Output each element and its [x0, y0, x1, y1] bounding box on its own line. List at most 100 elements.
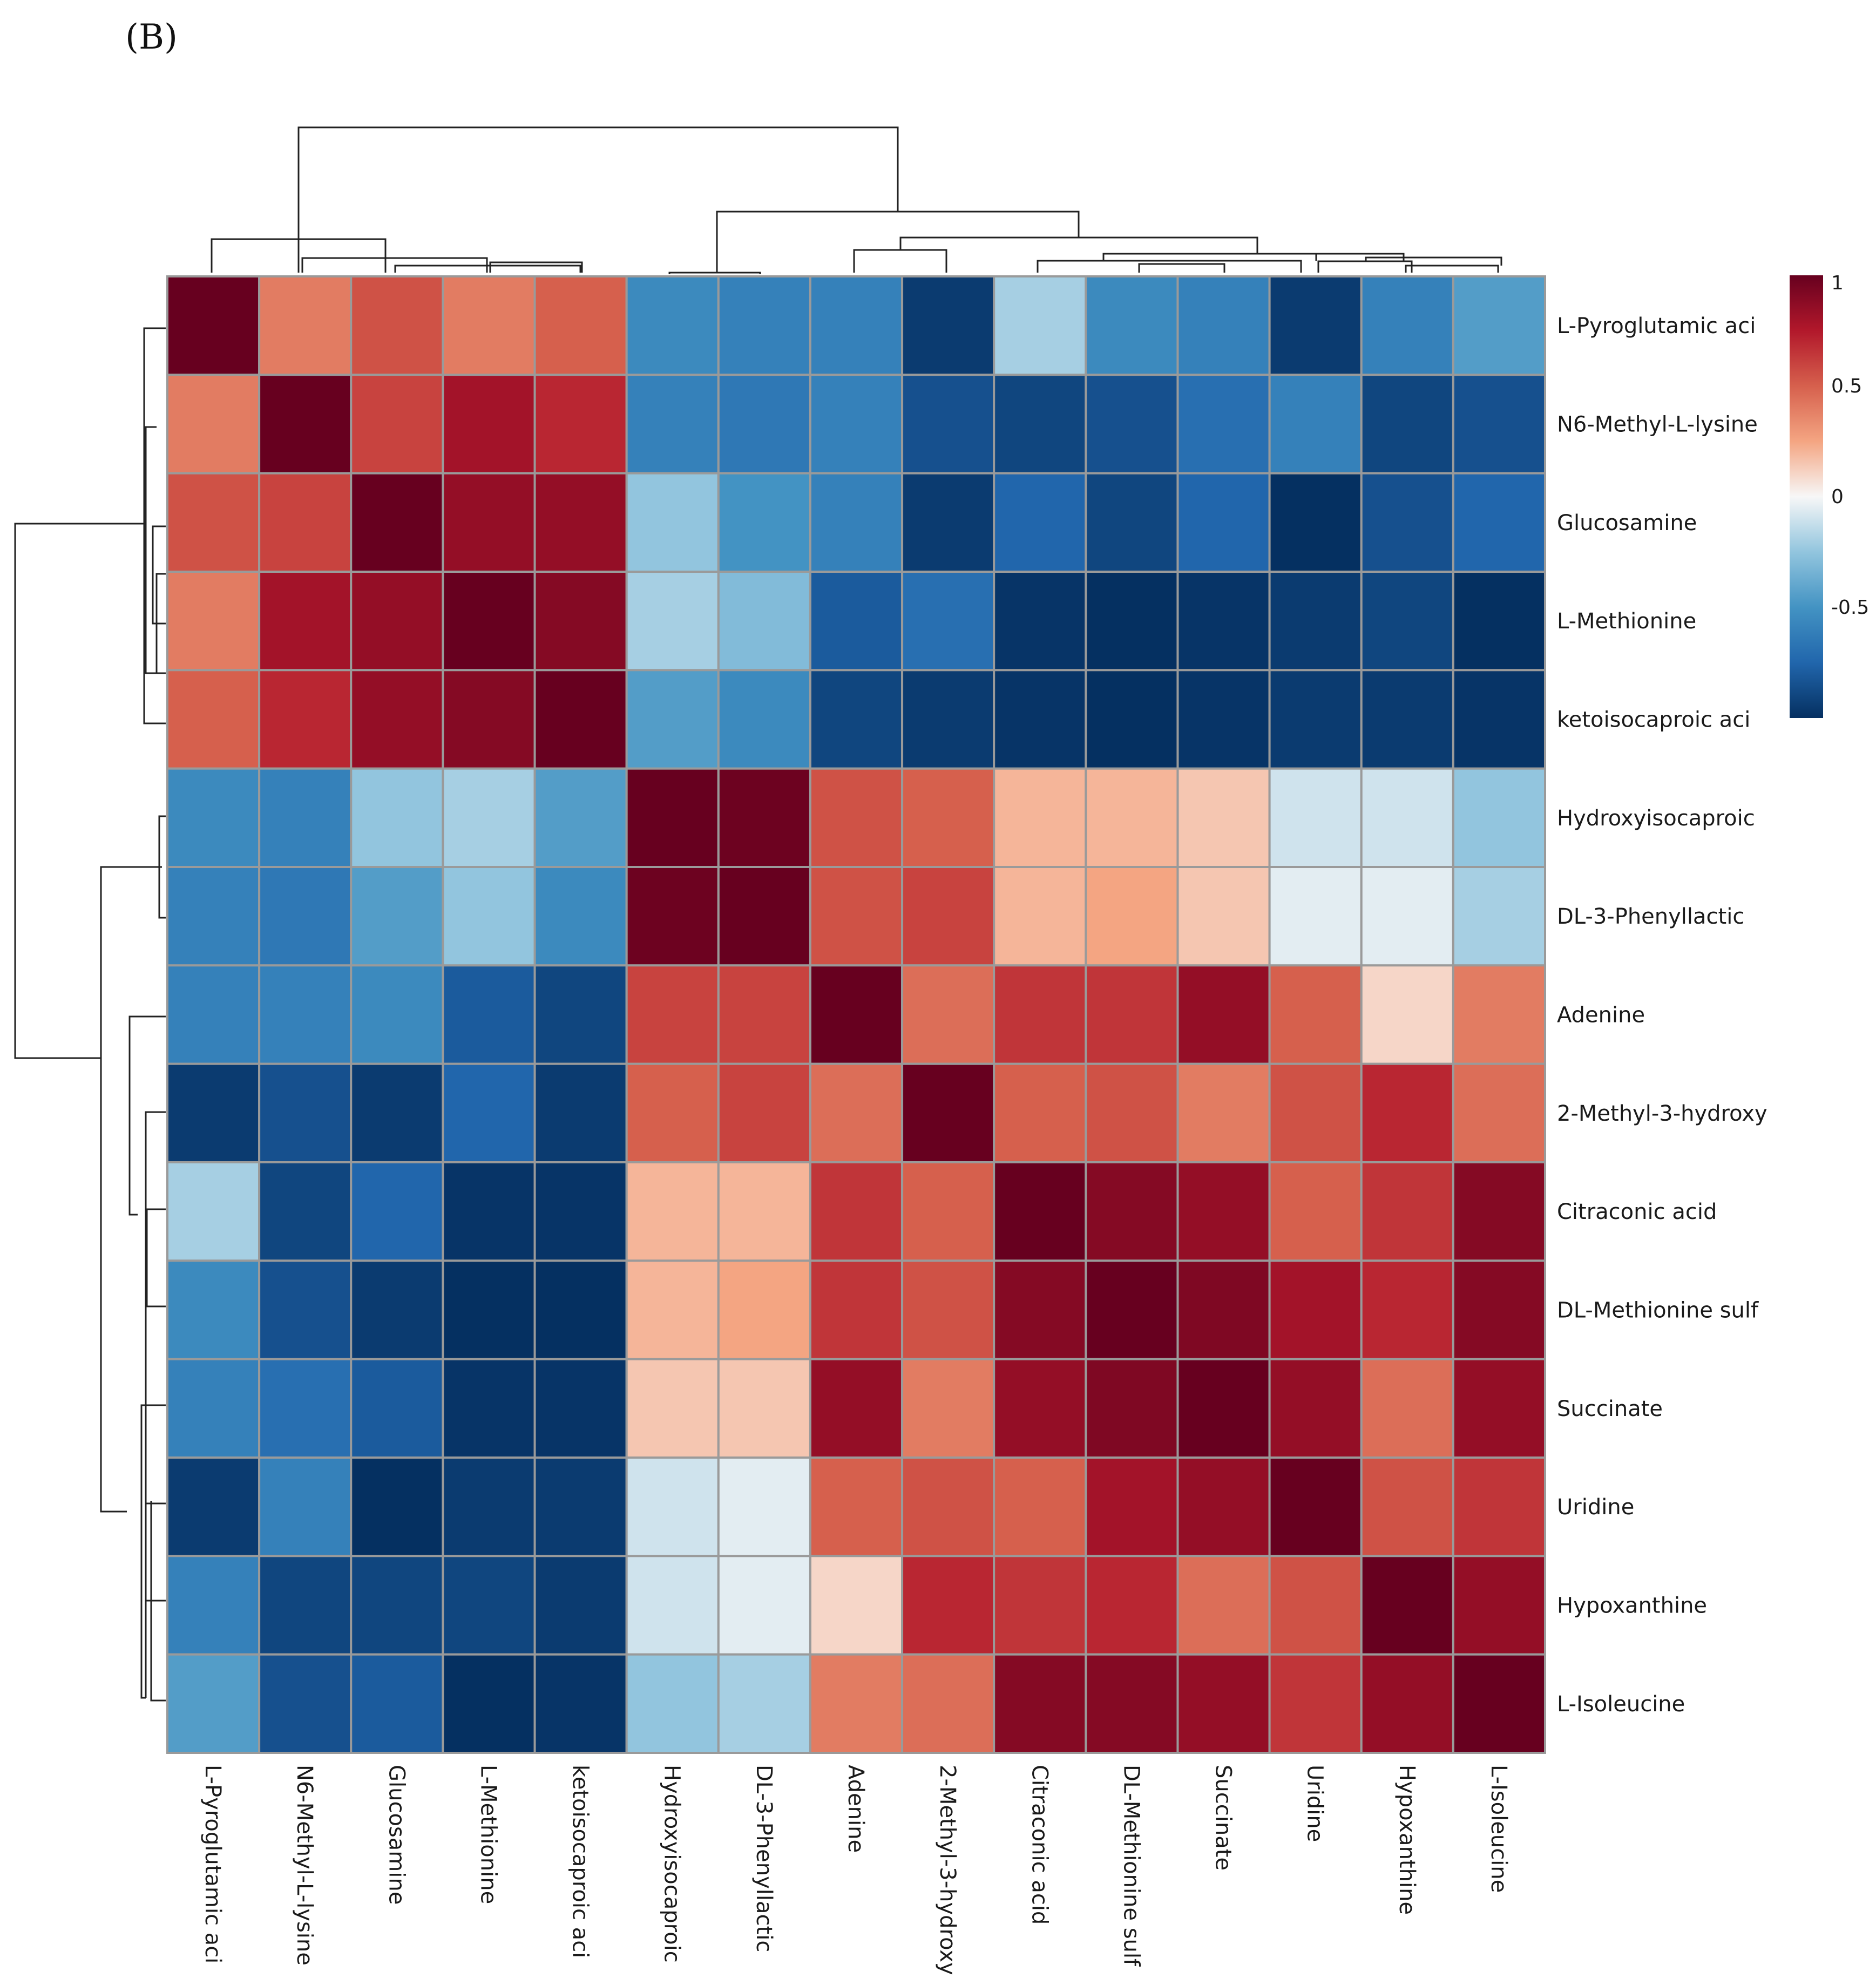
heatmap-cell — [625, 1259, 720, 1360]
heatmap-cell — [350, 374, 444, 475]
heatmap-cell — [166, 669, 261, 770]
heatmap-cell — [717, 571, 811, 672]
heatmap-cell — [901, 1456, 995, 1557]
legend-ticks: 1 0.5 0 -0.5 — [1831, 272, 1869, 619]
heatmap-cell — [993, 374, 1087, 475]
heatmap-cell — [1085, 1062, 1179, 1164]
heatmap-cell — [625, 767, 720, 869]
row-label: 2-Methyl-3-hydroxy — [1557, 1101, 1767, 1126]
heatmap-cell — [993, 1456, 1087, 1557]
heatmap-cell — [533, 571, 628, 672]
heatmap-cell — [258, 1456, 353, 1557]
heatmap-cell — [717, 767, 811, 869]
row-label: DL-3-Phenyllactic — [1557, 904, 1744, 929]
heatmap-cell — [809, 374, 904, 475]
heatmap-cell — [350, 1259, 444, 1360]
heatmap-cell — [1360, 472, 1454, 573]
column-dendrogram — [211, 126, 1502, 274]
heatmap-cell — [1268, 767, 1363, 869]
heatmap-cell — [166, 1161, 261, 1262]
heatmap-cell — [1360, 866, 1454, 967]
heatmap-cell — [809, 571, 904, 672]
heatmap-cell — [993, 1358, 1087, 1459]
heatmap-cell — [809, 767, 904, 869]
heatmap-cell — [1360, 964, 1454, 1065]
legend-tick-label: 0 — [1831, 486, 1844, 508]
heatmap-cell — [1085, 1555, 1179, 1656]
heatmap-cell — [1176, 1358, 1271, 1459]
heatmap-cell — [1360, 1062, 1454, 1164]
heatmap-cell — [625, 1062, 720, 1164]
heatmap-cell — [717, 866, 811, 967]
heatmap-cell — [1176, 275, 1271, 376]
heatmap-cell — [1176, 767, 1271, 869]
heatmap-cell — [809, 1062, 904, 1164]
row-label: Adenine — [1557, 1003, 1645, 1028]
heatmap-cell — [1360, 374, 1454, 475]
row-label: Hydroxyisocaproic — [1557, 806, 1755, 831]
heatmap-cell — [625, 866, 720, 967]
heatmap-cell — [1176, 1062, 1271, 1164]
heatmap-cell — [809, 1161, 904, 1262]
heatmap-cell — [1085, 1653, 1179, 1754]
heatmap-cell — [717, 1555, 811, 1656]
heatmap-cell — [717, 275, 811, 376]
legend-tick-label: -0.5 — [1831, 597, 1869, 619]
column-label: DL-3-Phenyllactic — [751, 1765, 776, 1952]
heatmap-cell — [993, 964, 1087, 1065]
heatmap-cell — [350, 1358, 444, 1459]
heatmap-cell — [1360, 1456, 1454, 1557]
heatmap-cell — [350, 1062, 444, 1164]
heatmap-cell — [1268, 964, 1363, 1065]
heatmap-cell — [166, 1062, 261, 1164]
heatmap-cell — [1176, 472, 1271, 573]
heatmap-cell — [350, 669, 444, 770]
heatmap-cell — [258, 472, 353, 573]
row-dendrogram-branches — [14, 327, 166, 1702]
heatmap-cell — [1268, 472, 1363, 573]
heatmap-cell — [901, 472, 995, 573]
heatmap-cell — [901, 767, 995, 869]
heatmap-cell — [258, 1653, 353, 1754]
heatmap-cell — [1452, 767, 1547, 869]
row-label: Succinate — [1557, 1397, 1663, 1421]
heatmap-cell — [1268, 1062, 1363, 1164]
heatmap-cell — [1176, 374, 1271, 475]
heatmap-cell — [1268, 1259, 1363, 1360]
heatmap-cell — [1268, 275, 1363, 376]
heatmap-cell — [809, 1555, 904, 1656]
heatmap-cell — [1452, 1062, 1547, 1164]
heatmap-cell — [1085, 1259, 1179, 1360]
column-label: ketoisocaproic aci — [568, 1765, 593, 1958]
column-label: L-Methionine — [476, 1765, 501, 1904]
heatmap-cell — [1360, 275, 1454, 376]
heatmap-cell — [442, 669, 536, 770]
heatmap-cell — [258, 275, 353, 376]
heatmap-cell — [258, 1161, 353, 1262]
heatmap-cell — [350, 1456, 444, 1557]
heatmap-cell — [258, 1062, 353, 1164]
heatmap-cell — [901, 1259, 995, 1360]
column-labels: L-Pyroglutamic aci N6-Methyl-L-lysine Gluc… — [200, 1765, 1511, 1975]
heatmap-cell — [1085, 767, 1179, 869]
heatmap-cell — [1268, 669, 1363, 770]
heatmap-cell — [533, 275, 628, 376]
heatmap-cell — [625, 374, 720, 475]
heatmap-cell — [1176, 1555, 1271, 1656]
heatmap-cell — [901, 1653, 995, 1754]
heatmap-cell — [717, 1062, 811, 1164]
column-dendrogram-branches — [211, 126, 1502, 274]
heatmap-cell — [1085, 1358, 1179, 1459]
heatmap-cell — [1360, 669, 1454, 770]
heatmap-cell — [1085, 275, 1179, 376]
heatmap-cell — [1360, 571, 1454, 672]
heatmap-cell — [1085, 669, 1179, 770]
heatmap-cell — [993, 472, 1087, 573]
heatmap-cell — [166, 275, 261, 376]
heatmap-cell — [442, 1259, 536, 1360]
heatmap-cell — [442, 571, 536, 672]
heatmap-cell — [1452, 571, 1547, 672]
heatmap-cell — [533, 866, 628, 967]
heatmap-cell — [350, 1555, 444, 1656]
row-label: L-Isoleucine — [1557, 1692, 1685, 1717]
